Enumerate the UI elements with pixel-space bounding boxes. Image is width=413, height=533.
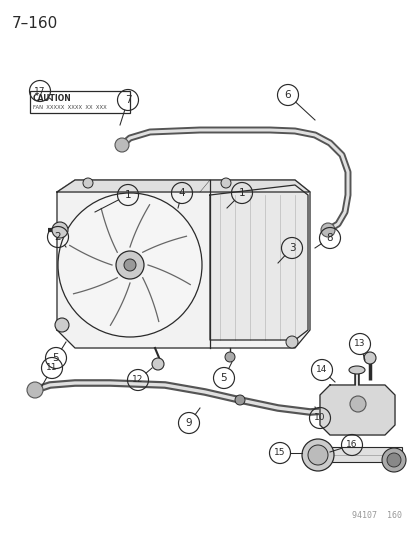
- Circle shape: [363, 352, 375, 364]
- Circle shape: [307, 445, 327, 465]
- Circle shape: [224, 352, 235, 362]
- Text: 17: 17: [34, 86, 46, 95]
- Circle shape: [320, 223, 334, 237]
- Text: 14: 14: [316, 366, 327, 375]
- Text: 94107  160: 94107 160: [351, 511, 401, 520]
- Text: 5: 5: [220, 373, 227, 383]
- Circle shape: [52, 222, 68, 238]
- FancyBboxPatch shape: [30, 91, 130, 113]
- Polygon shape: [57, 180, 309, 348]
- Circle shape: [116, 251, 144, 279]
- Polygon shape: [209, 185, 307, 340]
- Circle shape: [27, 382, 43, 398]
- Text: 15: 15: [273, 448, 285, 457]
- Circle shape: [386, 453, 400, 467]
- Text: 4: 4: [178, 188, 185, 198]
- Circle shape: [55, 318, 69, 332]
- Circle shape: [83, 178, 93, 188]
- Text: 12: 12: [132, 376, 143, 384]
- Text: 1: 1: [238, 188, 245, 198]
- Ellipse shape: [348, 366, 364, 374]
- Text: 11: 11: [46, 364, 57, 373]
- Text: 5: 5: [52, 353, 59, 363]
- Text: 16: 16: [345, 440, 357, 449]
- Text: CAUTION: CAUTION: [33, 94, 71, 103]
- Text: 3: 3: [288, 243, 294, 253]
- Circle shape: [124, 259, 136, 271]
- Circle shape: [152, 358, 164, 370]
- FancyBboxPatch shape: [321, 447, 401, 462]
- Circle shape: [221, 178, 230, 188]
- Text: 7: 7: [124, 95, 131, 105]
- Circle shape: [285, 336, 297, 348]
- Circle shape: [115, 138, 129, 152]
- Circle shape: [235, 395, 244, 405]
- Text: 7–160: 7–160: [12, 16, 58, 31]
- Text: 13: 13: [354, 340, 365, 349]
- Text: FAN  XXXXX  XXXX  XX  XXX: FAN XXXXX XXXX XX XXX: [33, 105, 107, 110]
- Text: 8: 8: [326, 233, 332, 243]
- Text: 10: 10: [313, 414, 325, 423]
- Text: 9: 9: [185, 418, 192, 428]
- Circle shape: [349, 396, 365, 412]
- Circle shape: [301, 439, 333, 471]
- Text: 6: 6: [284, 90, 291, 100]
- Polygon shape: [319, 385, 394, 435]
- Polygon shape: [57, 180, 309, 192]
- Text: 1: 1: [124, 190, 131, 200]
- Circle shape: [381, 448, 405, 472]
- Text: 2: 2: [55, 232, 61, 242]
- Circle shape: [58, 193, 202, 337]
